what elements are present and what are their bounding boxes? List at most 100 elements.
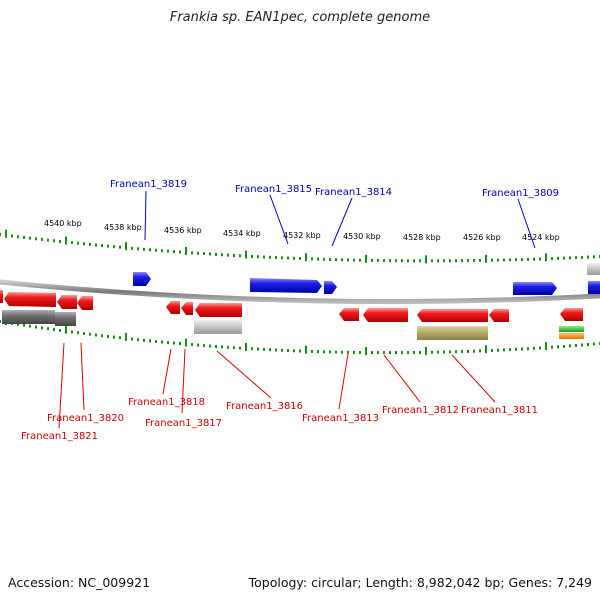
gene-label-bottom[interactable]: Franean1_3813	[302, 413, 379, 424]
scale-label: 4538 kbp	[104, 223, 142, 232]
minor-tick	[491, 258, 493, 262]
minor-tick	[101, 334, 103, 338]
major-tick	[305, 253, 307, 262]
minor-tick	[395, 351, 397, 355]
gene-label-top[interactable]: Franean1_3815	[235, 184, 312, 195]
minor-tick	[473, 259, 475, 262]
minor-tick	[89, 332, 91, 336]
gene-arrow-reverse[interactable]	[181, 302, 193, 315]
gene-label-top[interactable]: Franean1_3809	[482, 188, 559, 199]
rna-feature[interactable]	[194, 320, 242, 334]
minor-tick	[251, 347, 253, 351]
gene-arrow-reverse[interactable]	[4, 292, 56, 307]
rna-feature[interactable]	[587, 263, 600, 275]
gene-label-bottom[interactable]: Franean1_3816	[226, 401, 303, 412]
minor-tick	[449, 350, 451, 354]
gene-label-bottom[interactable]: Franean1_3818	[128, 397, 205, 408]
minor-tick	[257, 255, 259, 259]
minor-tick	[263, 347, 265, 351]
minor-tick	[323, 350, 325, 354]
minor-tick	[503, 258, 505, 262]
minor-tick	[41, 326, 43, 330]
pseudo-gene-block[interactable]	[55, 312, 76, 326]
minor-tick	[209, 344, 211, 348]
gene-arrow-reverse[interactable]	[489, 309, 509, 322]
label-leaders-top	[144, 190, 536, 249]
minor-tick	[53, 328, 55, 331]
minor-tick	[191, 343, 193, 347]
minor-tick	[419, 350, 421, 354]
minor-tick	[143, 338, 145, 342]
gene-arrow-forward[interactable]	[324, 281, 337, 294]
minor-tick	[437, 350, 439, 354]
minor-tick	[521, 347, 523, 351]
gene-arrow-reverse[interactable]	[77, 296, 93, 310]
minor-tick	[59, 239, 61, 243]
minor-tick	[197, 343, 199, 347]
major-tick	[185, 246, 187, 255]
minor-tick	[587, 343, 589, 346]
minor-tick	[137, 247, 139, 251]
major-tick	[545, 253, 547, 262]
minor-tick	[155, 340, 157, 343]
minor-tick	[23, 323, 25, 327]
minor-tick	[161, 249, 163, 253]
minor-tick	[311, 349, 313, 353]
green-feature[interactable]	[559, 326, 584, 332]
minor-tick	[149, 339, 151, 343]
gene-arrow-forward[interactable]	[250, 278, 322, 293]
major-tick	[245, 250, 247, 259]
minor-tick	[371, 258, 373, 262]
gene-label-bottom[interactable]: Franean1_3821	[21, 431, 98, 442]
gene-arrow-reverse[interactable]	[57, 295, 77, 309]
minor-tick	[233, 254, 235, 257]
minor-tick	[533, 346, 535, 350]
minor-tick	[455, 350, 457, 354]
minor-tick	[101, 244, 103, 248]
genome-backbone	[0, 279, 600, 305]
minor-tick	[191, 251, 193, 255]
gene-arrow-reverse[interactable]	[417, 309, 488, 322]
gene-block-forward[interactable]	[588, 281, 600, 294]
minor-tick	[221, 345, 223, 349]
gene-arrow-reverse[interactable]	[195, 303, 242, 317]
pseudo-gene-block[interactable]	[2, 310, 55, 324]
olive-feature[interactable]	[417, 326, 488, 340]
minor-tick	[17, 235, 19, 239]
gene-arrow-reverse[interactable]	[560, 308, 583, 321]
gene-label-bottom[interactable]: Franean1_3811	[461, 405, 538, 416]
gene-arrow-reverse[interactable]	[166, 301, 180, 314]
minor-tick	[509, 258, 511, 262]
gene-label-top[interactable]: Franean1_3814	[315, 187, 392, 198]
minor-tick	[29, 236, 31, 240]
gene-label-top[interactable]: Franean1_3819	[110, 179, 187, 190]
minor-tick	[257, 347, 259, 351]
minor-tick	[269, 255, 271, 259]
gene-arrow-reverse[interactable]	[0, 290, 3, 303]
gene-arrow-reverse[interactable]	[363, 308, 408, 322]
minor-tick	[401, 259, 403, 263]
major-tick	[5, 229, 7, 238]
gene-label-bottom[interactable]: Franean1_3812	[382, 405, 459, 416]
major-tick	[425, 346, 427, 355]
minor-tick	[329, 350, 331, 354]
gene-label-bottom[interactable]: Franean1_3817	[145, 418, 222, 429]
minor-tick	[35, 325, 37, 329]
gene-arrow-reverse[interactable]	[339, 308, 359, 321]
minor-tick	[317, 350, 319, 354]
scale-label: 4526 kbp	[463, 233, 501, 242]
minor-tick	[389, 351, 391, 355]
gene-arrow-forward[interactable]	[513, 282, 557, 295]
orange-feature[interactable]	[559, 333, 584, 339]
gene-arrow-forward[interactable]	[133, 272, 151, 286]
minor-tick	[581, 343, 583, 347]
minor-tick	[179, 342, 181, 346]
gene-label-bottom[interactable]: Franean1_3820	[47, 413, 124, 424]
minor-tick	[431, 350, 433, 354]
minor-tick	[497, 348, 499, 352]
minor-tick	[401, 351, 403, 355]
minor-tick	[107, 334, 109, 338]
minor-tick	[227, 253, 229, 257]
major-tick	[365, 347, 367, 355]
